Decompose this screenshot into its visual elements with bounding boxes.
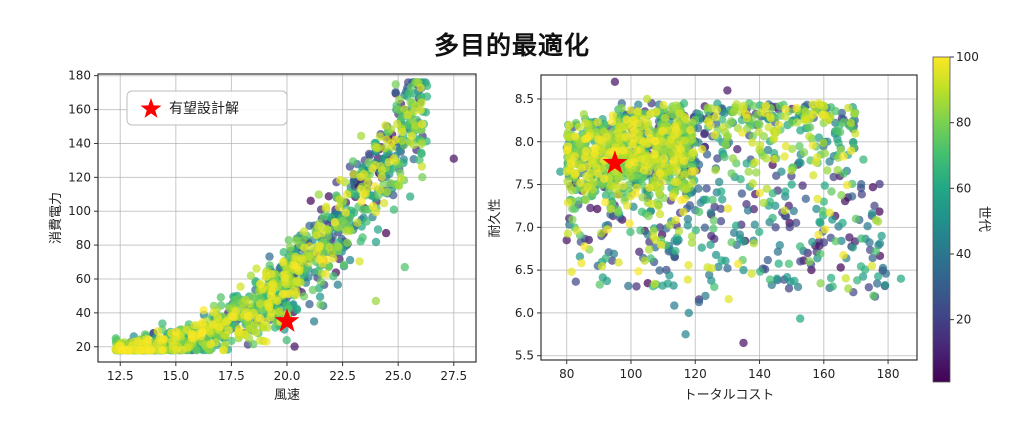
left-y-axis-label: 消費電力: [49, 192, 64, 244]
legend-box: [126, 90, 288, 126]
y-tick-label: 160: [68, 103, 91, 117]
x-tick-label: 12.5: [107, 369, 134, 383]
x-tick-label: 100: [620, 367, 643, 381]
left-scatter-points: [111, 78, 458, 355]
y-tick-label: 100: [68, 204, 91, 218]
x-tick-label: 140: [748, 367, 771, 381]
y-tick-label: 6.5: [515, 263, 534, 277]
x-tick-label: 27.5: [440, 369, 467, 383]
colorbar-ticks: 20 40 60 80 100: [950, 50, 979, 327]
y-tick-label: 80: [76, 238, 91, 252]
y-tick-label: 8.0: [515, 135, 534, 149]
right-x-axis-label: トータルコスト: [684, 388, 775, 403]
legend: 有望設計解: [126, 90, 288, 126]
y-tick-label: 7.0: [515, 220, 534, 234]
y-tick-label: 40: [76, 306, 91, 320]
right-scatter-points: [556, 77, 906, 348]
x-tick-label: 22.5: [329, 369, 356, 383]
colorbar-tick-label: 40: [956, 247, 971, 261]
y-tick-label: 180: [68, 69, 91, 83]
y-tick-label: 120: [68, 170, 91, 184]
x-tick-label: 25.0: [385, 369, 412, 383]
x-tick-label: 120: [684, 367, 707, 381]
right-plot: 80 100 120 140 160 180 5.5 6.0 6.5 7.0 7.5 8.0 8.5 ト…: [488, 74, 918, 403]
legend-star-icon: [140, 98, 162, 118]
y-tick-label: 6.0: [515, 306, 534, 320]
colorbar-gradient: [932, 56, 951, 383]
x-tick-label: 15.0: [162, 369, 189, 383]
y-tick-label: 7.5: [515, 178, 534, 192]
x-tick-label: 17.5: [218, 369, 245, 383]
right-ticks: 80 100 120 140 160 180 5.5 6.0 6.5 7.0 7.5 8.0 8.5: [515, 92, 900, 381]
y-tick-label: 20: [76, 340, 91, 354]
left-highlight-star-icon: [274, 308, 300, 332]
right-y-axis-label: 耐久性: [488, 198, 503, 237]
x-tick-label: 20.0: [274, 369, 301, 383]
colorbar-tick-label: 80: [956, 116, 971, 130]
y-tick-label: 140: [68, 136, 91, 150]
y-tick-label: 60: [76, 272, 91, 286]
left-ticks: 12.5 15.0 17.5 20.0 22.5 25.0 27.5 20 40 60 80 100 1…: [68, 69, 467, 383]
colorbar-label: 世代: [976, 206, 991, 232]
colorbar-tick-label: 100: [956, 50, 979, 64]
right-axes-frame: [540, 74, 918, 361]
x-tick-label: 160: [812, 367, 835, 381]
left-x-axis-label: 風速: [274, 388, 300, 403]
y-tick-label: 5.5: [515, 349, 534, 363]
left-plot: 12.5 15.0 17.5 20.0 22.5 25.0 27.5 20 40 60 80 100 1…: [49, 69, 477, 403]
x-tick-label: 180: [877, 367, 900, 381]
figure-title: 多目的最適化: [433, 31, 590, 60]
y-tick-label: 8.5: [515, 92, 534, 106]
x-tick-label: 80: [559, 367, 574, 381]
right-highlight-star-icon: [602, 150, 628, 174]
colorbar-tick-label: 20: [956, 313, 971, 327]
legend-label: 有望設計解: [169, 101, 239, 117]
colorbar: 20 40 60 80 100 世代: [932, 50, 991, 383]
colorbar-tick-label: 60: [956, 181, 971, 195]
